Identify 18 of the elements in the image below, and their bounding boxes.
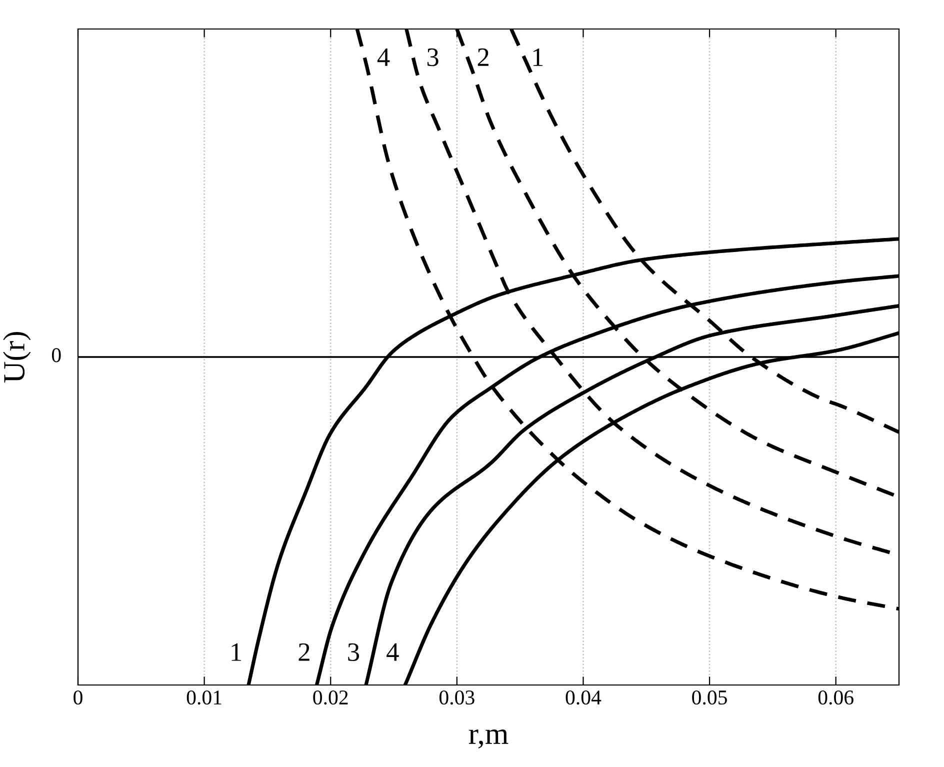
annotation: 2: [478, 48, 488, 66]
x-tick-label: 0.06: [818, 690, 854, 705]
x-tick-label: 0.01: [186, 690, 222, 705]
x-tick-label: 0.02: [313, 690, 348, 705]
x-tick-label: 0.03: [439, 690, 474, 705]
x-axis-title: r,m: [468, 729, 508, 749]
annotation: 1: [533, 48, 543, 66]
ref-line-label: 0: [52, 348, 61, 362]
y-axis-title: U(r): [3, 332, 31, 383]
annotation: 3: [427, 48, 438, 66]
x-tick-label: 0: [74, 690, 82, 705]
annotation: 2: [298, 643, 310, 661]
annotation: 3: [348, 643, 360, 662]
annotation: 1: [232, 643, 242, 661]
annotation: 4: [377, 48, 390, 66]
x-tick-label: 0.05: [692, 690, 727, 705]
x-tick-label: 0.04: [566, 690, 602, 705]
annotation: 4: [386, 643, 399, 661]
